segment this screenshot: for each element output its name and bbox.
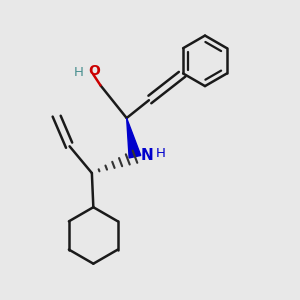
Polygon shape: [127, 118, 141, 158]
Text: N: N: [141, 148, 154, 163]
Text: H: H: [74, 66, 84, 80]
Text: H: H: [156, 147, 166, 160]
Text: O: O: [88, 64, 100, 78]
